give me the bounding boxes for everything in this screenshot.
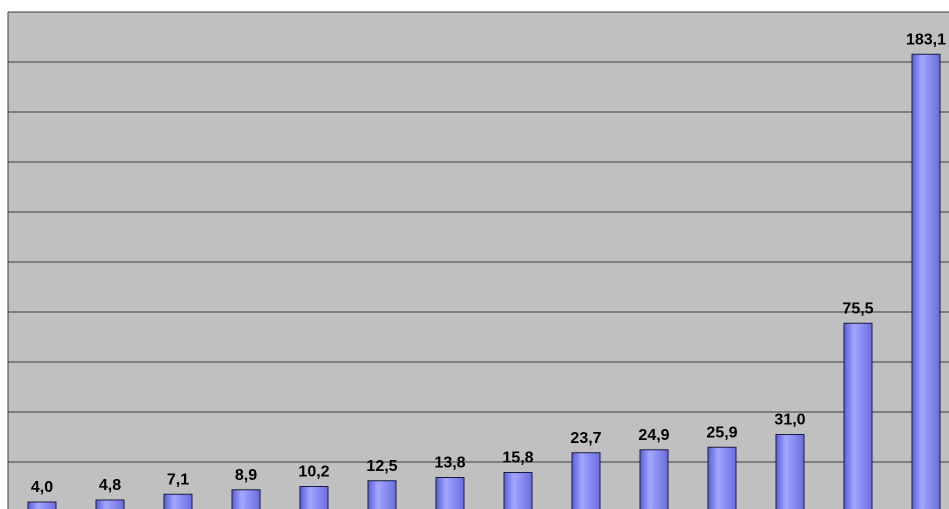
bar [639,449,669,509]
bar [911,53,941,509]
data-label: 24,9 [638,427,669,444]
bar [163,493,193,509]
data-label: 75,5 [842,300,873,317]
data-label: 13,8 [434,455,465,472]
data-label: 183,1 [906,31,946,48]
bar [503,472,533,509]
bar [571,452,601,509]
data-label: 4,8 [99,477,121,494]
bar [231,489,261,509]
data-label: 4,0 [31,479,53,496]
data-label: 25,9 [706,424,737,441]
bar [843,322,873,509]
data-label: 15,8 [502,450,533,467]
data-label: 31,0 [774,412,805,429]
data-label: 12,5 [366,458,397,475]
bar [775,434,805,509]
bar [707,446,737,509]
bar [435,477,465,509]
plot-area [8,12,949,509]
data-label: 7,1 [167,471,189,488]
bar [299,486,329,509]
bar [367,480,397,509]
bar [95,499,125,509]
bar [27,501,57,509]
data-label: 8,9 [235,467,257,484]
data-label: 23,7 [570,430,601,447]
data-label: 10,2 [298,464,329,481]
